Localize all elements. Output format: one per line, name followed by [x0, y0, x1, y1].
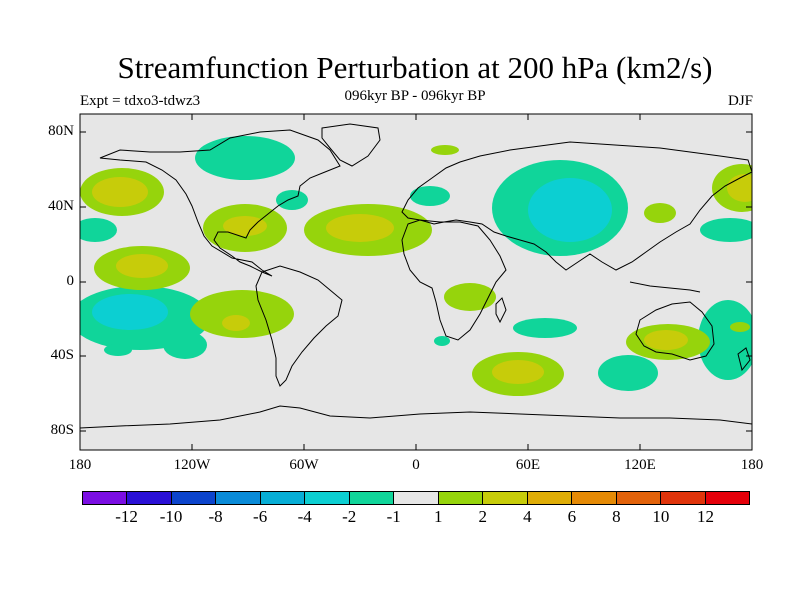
lat-label-80s: 80S	[50, 422, 74, 438]
map-background	[80, 114, 752, 450]
contour-pos-s-indian-core	[492, 360, 544, 384]
contour-neg-canada	[195, 136, 295, 180]
contour-neg-indian	[513, 318, 577, 338]
colorbar-label: -8	[208, 507, 223, 526]
lon-label-120e: 120E	[624, 457, 656, 473]
contour-pos-east-asia	[644, 203, 676, 223]
lon-label-180-right: 180	[740, 457, 764, 473]
colorbar-box	[394, 492, 439, 504]
coast-new-zealand	[737, 347, 751, 372]
coast-north-america	[99, 129, 341, 277]
lat-label-0: 0	[66, 273, 75, 289]
colorbar-box	[127, 492, 172, 504]
colorbar-box	[171, 492, 217, 504]
coastlines	[80, 123, 752, 429]
colorbar-label: -6	[253, 507, 268, 526]
coast-indonesia	[629, 281, 701, 293]
colorbar-box	[483, 492, 528, 504]
lat-label-40s: 40S	[50, 347, 74, 363]
colorbar-box	[216, 492, 261, 504]
lon-ticks	[79, 114, 753, 450]
colorbar-label: 10	[652, 507, 670, 526]
colorbar-box	[349, 492, 395, 504]
lon-label-60e: 60E	[515, 457, 541, 473]
colorbar-label: 8	[612, 507, 621, 526]
experiment-label: Expt = tdxo3-tdwz3	[80, 93, 201, 109]
contour-pos-n-atlantic-core	[326, 214, 394, 242]
colorbar-box	[260, 492, 306, 504]
lon-label-0: 0	[412, 457, 420, 473]
contour-neg-nw-atlantic	[276, 190, 308, 210]
contour-pos-w-pacific-core	[727, 174, 752, 202]
coast-madagascar	[495, 297, 507, 324]
contour-pos-south-pacific-ne	[730, 322, 750, 332]
lat-label-40n: 40N	[48, 198, 74, 214]
colorbar-box	[305, 492, 350, 504]
contour-neg-south-pacific-core	[92, 294, 168, 330]
contour-pos-n-america-core	[223, 216, 267, 236]
colorbar-box	[661, 492, 706, 504]
lat-label-80n: 80N	[48, 123, 74, 139]
contour-pos-s-america	[190, 290, 294, 338]
lon-label-60w: 60W	[289, 457, 319, 473]
season-label: DJF	[727, 93, 753, 109]
contour-pos-africa	[444, 283, 496, 311]
coast-eurasia	[401, 141, 752, 271]
colorbar	[82, 491, 750, 505]
contour-neg-southern-ocean	[598, 355, 658, 391]
lon-label-180-left: 180	[68, 457, 92, 473]
contour-pos-n-pacific-core	[92, 177, 148, 207]
plot-subtitle: 096kyr BP - 096kyr BP	[344, 88, 486, 104]
colorbar-label: -2	[342, 507, 357, 526]
colorbar-label: 4	[523, 507, 532, 526]
contour-neg-east-asia	[700, 218, 752, 242]
contour-pos-s-america-core	[222, 315, 250, 331]
colorbar-label: 6	[567, 507, 577, 526]
contour-pos-trop-pacific-core	[116, 254, 168, 278]
colorbar-box	[527, 492, 573, 504]
colorbar-label: 1	[434, 507, 443, 526]
contour-neg-asia-core	[528, 178, 612, 242]
contour-fill-layer	[80, 136, 752, 396]
contour-neg-arctic-small	[431, 145, 459, 155]
colorbar-label: -1	[386, 507, 401, 526]
contour-neg-se-pacific	[104, 344, 132, 356]
colorbar-box	[705, 492, 750, 504]
colorbar-label: -10	[159, 507, 183, 526]
colorbar-label: -4	[297, 507, 312, 526]
contour-neg-south-atlantic	[434, 336, 450, 346]
coast-south-america	[255, 265, 343, 387]
colorbar-box	[572, 492, 617, 504]
colorbar-label: 12	[696, 507, 714, 526]
colorbar-box	[438, 492, 484, 504]
coast-australia	[635, 301, 715, 361]
contour-neg-north-atlantic	[410, 186, 450, 206]
plot-title: Streamfunction Perturbation at 200 hPa (…	[117, 50, 713, 85]
lon-label-120w: 120W	[173, 457, 211, 473]
contour-pos-australia-core	[644, 330, 688, 350]
lat-ticks	[80, 131, 752, 432]
contour-neg-south-pacific-tail	[163, 331, 207, 359]
colorbar-label: 2	[478, 507, 488, 526]
coast-africa	[401, 219, 507, 341]
coast-greenland	[321, 123, 381, 167]
colorbar-box	[83, 492, 128, 504]
colorbar-box	[616, 492, 662, 504]
colorbar-label: -12	[115, 507, 138, 526]
contour-neg-west-pacific-n	[80, 218, 117, 242]
contour-neg-australia-e	[698, 300, 752, 380]
coast-antarctica	[80, 405, 752, 429]
